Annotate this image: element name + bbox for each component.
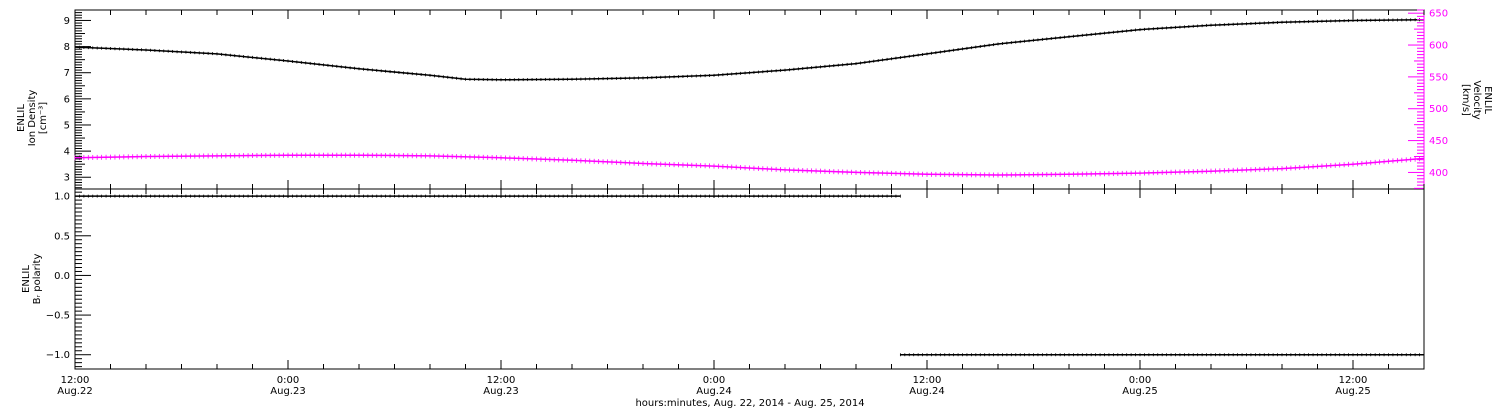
- velocity-axis-label-line3: [km/s]: [1460, 84, 1471, 116]
- x-tick-label-date: Aug.25: [1122, 386, 1157, 397]
- velocity-tick-label: 550: [1429, 72, 1448, 83]
- polarity-axis-label-line1: ENLIL: [21, 265, 32, 293]
- density-axis-label-line3: [cm⁻³]: [38, 102, 49, 134]
- polarity-tick-label: 1.0: [54, 192, 70, 203]
- density-tick-label: 8: [64, 42, 70, 53]
- x-tick-label-date: Aug.23: [270, 386, 305, 397]
- density-axis-label-line2: Ion Density: [27, 90, 38, 147]
- x-tick-label-time: 0:00: [703, 375, 725, 386]
- x-tick-label-time: 12:00: [1339, 375, 1368, 386]
- velocity-tick-label: 600: [1429, 41, 1448, 52]
- density-axis-label-line1: ENLIL: [16, 104, 27, 132]
- density-tick-label: 3: [64, 173, 70, 184]
- velocity-tick-label: 400: [1429, 168, 1448, 179]
- x-tick-label-time: 0:00: [277, 375, 299, 386]
- density-tick-label: 9: [64, 16, 70, 27]
- density-tick-label: 5: [64, 120, 70, 131]
- x-axis-title: hours:minutes, Aug. 22, 2014 - Aug. 25, …: [635, 398, 864, 409]
- x-tick-label-date: Aug.22: [57, 386, 92, 397]
- x-tick-label-date: Aug.23: [483, 386, 518, 397]
- x-tick-label-time: 12:00: [61, 375, 90, 386]
- velocity-tick-label: 650: [1429, 9, 1448, 20]
- velocity-tick-label: 500: [1429, 104, 1448, 115]
- velocity-axis-label-line2: Velocity: [1471, 80, 1482, 119]
- x-tick-label-time: 0:00: [1129, 375, 1151, 386]
- x-tick-label-time: 12:00: [913, 375, 942, 386]
- density-series-line: [74, 18, 1425, 81]
- velocity-series-line: [74, 154, 1425, 176]
- polarity-tick-label: −1.0: [46, 350, 70, 361]
- polarity-markers: [74, 194, 901, 198]
- polarity-tick-label: 0.0: [54, 271, 70, 282]
- velocity-axis-label-line1: ENLIL: [1482, 86, 1493, 114]
- velocity-series-markers: [74, 152, 1425, 178]
- polarity-tick-label: −0.5: [46, 311, 70, 322]
- density-tick-label: 4: [64, 147, 70, 158]
- polarity-tick-label: 0.5: [54, 231, 70, 242]
- x-tick-label-time: 12:00: [487, 375, 516, 386]
- x-tick-label-date: Aug.24: [909, 386, 944, 397]
- velocity-tick-label: 450: [1429, 136, 1448, 147]
- density-tick-label: 7: [64, 68, 70, 79]
- x-tick-label-date: Aug.24: [696, 386, 731, 397]
- density-series-markers: [74, 18, 1425, 82]
- polarity-axis-label-line2: Bᵣ polarity: [32, 254, 43, 305]
- bottom-panel-frame: [74, 188, 1425, 370]
- top-panel-frame: [74, 9, 1425, 190]
- density-tick-label: 6: [64, 94, 70, 105]
- polarity-markers: [899, 353, 1425, 357]
- x-tick-label-date: Aug.25: [1335, 386, 1370, 397]
